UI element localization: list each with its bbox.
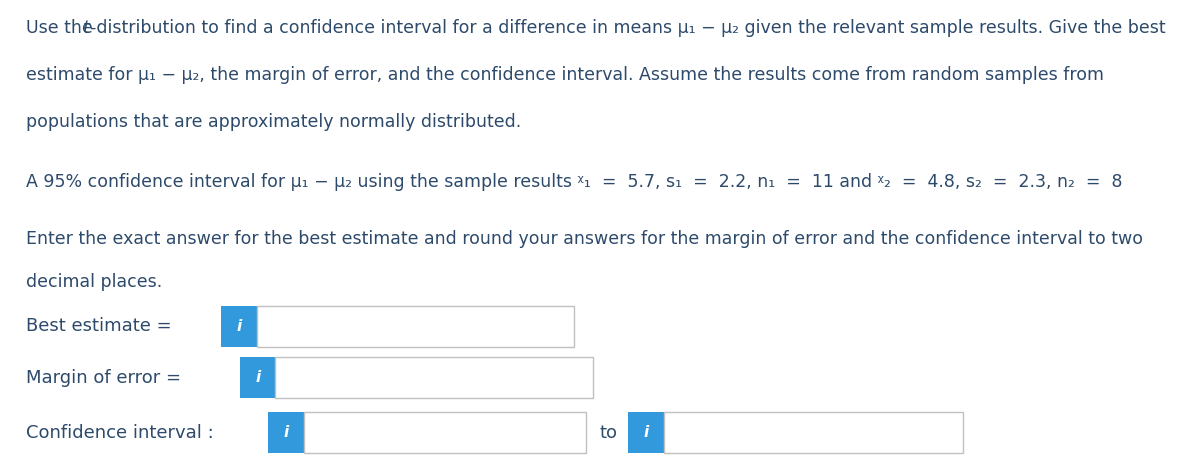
Text: Margin of error =: Margin of error = <box>26 369 181 387</box>
Text: to: to <box>600 424 618 442</box>
FancyBboxPatch shape <box>276 357 593 398</box>
Text: estimate for μ₁ − μ₂, the margin of error, and the confidence interval. Assume t: estimate for μ₁ − μ₂, the margin of erro… <box>26 66 1104 84</box>
Text: i: i <box>283 425 289 440</box>
Text: decimal places.: decimal places. <box>26 273 162 291</box>
Text: i: i <box>236 319 241 334</box>
Text: populations that are approximately normally distributed.: populations that are approximately norma… <box>26 114 521 131</box>
FancyBboxPatch shape <box>664 413 964 454</box>
FancyBboxPatch shape <box>221 306 257 347</box>
FancyBboxPatch shape <box>304 413 586 454</box>
FancyBboxPatch shape <box>257 306 574 347</box>
FancyBboxPatch shape <box>629 413 664 454</box>
Text: -distribution to find a confidence interval for a difference in means μ₁ − μ₂ gi: -distribution to find a confidence inter… <box>90 19 1165 37</box>
Text: Confidence interval :: Confidence interval : <box>26 424 214 442</box>
Text: i: i <box>256 370 260 385</box>
Text: i: i <box>643 425 648 440</box>
Text: Use the: Use the <box>26 19 98 37</box>
Text: A 95% confidence interval for μ₁ − μ₂ using the sample results ᵡ₁  =  5.7, s₁  =: A 95% confidence interval for μ₁ − μ₂ us… <box>26 173 1123 191</box>
Text: Best estimate =: Best estimate = <box>26 317 172 335</box>
Text: t: t <box>83 19 90 37</box>
FancyBboxPatch shape <box>269 413 304 454</box>
FancyBboxPatch shape <box>240 357 276 398</box>
Text: Enter the exact answer for the best estimate and round your answers for the marg: Enter the exact answer for the best esti… <box>26 230 1144 248</box>
